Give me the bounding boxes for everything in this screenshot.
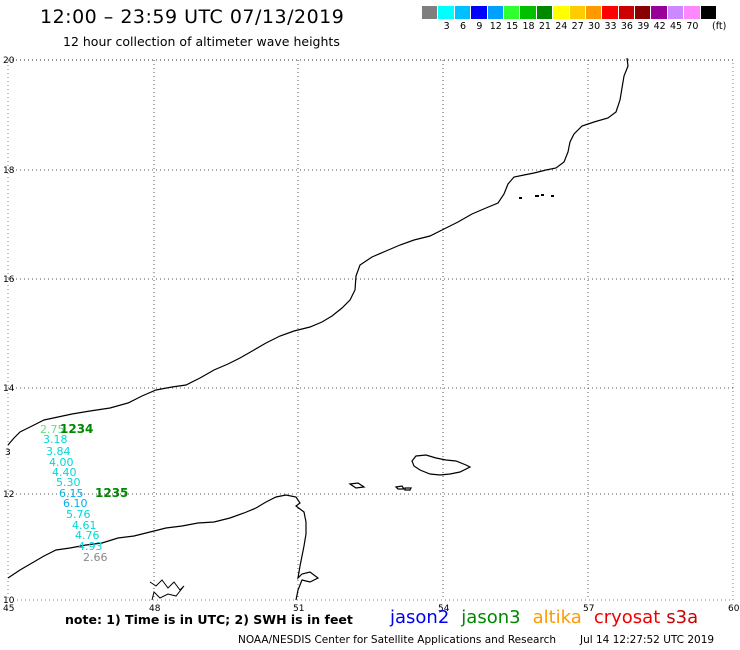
- map-title: 12:00 – 23:59 UTC 07/13/2019: [40, 6, 345, 28]
- socotra-islets: [348, 482, 412, 491]
- lat-label: 12: [3, 490, 14, 500]
- legend-label: 42: [653, 21, 666, 32]
- swh-value: 6.15: [59, 487, 84, 500]
- satellite-jason3: jason3: [461, 607, 521, 628]
- swh-value: 4.00: [49, 456, 74, 469]
- lon-label: 57: [583, 604, 594, 614]
- footer-note: note: 1) Time is in UTC; 2) SWH is in fe…: [65, 612, 353, 627]
- legend-label: 21: [538, 21, 551, 32]
- lon-label: 60: [728, 604, 740, 614]
- satellite-jason2: jason2: [390, 607, 450, 628]
- generation-timestamp: Jul 14 12:27:52 UTC 2019: [580, 634, 715, 646]
- legend-swatch: [651, 6, 668, 19]
- legend-label: 36: [620, 21, 633, 32]
- legend-swatch: [422, 6, 439, 19]
- color-legend: [422, 6, 718, 19]
- track-label-1235: 1235: [95, 486, 128, 500]
- legend-label: 39: [637, 21, 650, 32]
- swh-value: 5.76: [66, 508, 91, 521]
- legend-swatch: [438, 6, 455, 19]
- legend-swatch: [503, 6, 521, 19]
- swh-value: 3.84: [46, 445, 71, 458]
- swh-value: 4.61: [72, 519, 97, 532]
- legend-label: 9: [476, 21, 483, 32]
- legend-swatch: [667, 6, 685, 19]
- yemen-oman-coastline: [7, 57, 629, 446]
- legend-swatch: [471, 6, 488, 19]
- legend-swatch: [684, 6, 701, 19]
- legend-label: 15: [506, 21, 519, 32]
- somalia-coastline: [7, 494, 320, 601]
- observation-labels: 2.753.183.844.004.405.306.156.105.764.61…: [40, 423, 108, 564]
- legend-swatch: [585, 6, 603, 19]
- socotra-island: [411, 454, 472, 476]
- swh-value: 5.30: [56, 476, 81, 489]
- legend-label: 70: [686, 21, 699, 32]
- legend-swatch: [700, 6, 718, 19]
- legend-swatch: [536, 6, 554, 19]
- legend-label: 18: [522, 21, 535, 32]
- lat-label: 14: [3, 384, 15, 394]
- legend-swatch: [454, 6, 472, 19]
- swh-value: 4.40: [52, 466, 77, 479]
- legend-unit: (ft): [712, 21, 727, 32]
- map-subtitle: 12 hour collection of altimeter wave hei…: [63, 34, 340, 49]
- lat-label: 10: [3, 596, 15, 606]
- legend-swatch: [569, 6, 586, 19]
- lat-label: 20: [3, 56, 15, 66]
- legend-label: 24: [555, 21, 568, 32]
- extra-lat-label: 3: [5, 448, 11, 458]
- legend-label: 12: [489, 21, 502, 32]
- lon-label: 48: [149, 604, 161, 614]
- lon-label: 54: [438, 604, 450, 614]
- legend-label: 3: [443, 21, 450, 32]
- track-label-1234: 1234: [60, 422, 93, 436]
- legend-label: 45: [670, 21, 683, 32]
- lat-label: 18: [3, 166, 15, 176]
- lat-label: 16: [3, 275, 15, 285]
- legend-swatch: [520, 6, 537, 19]
- legend-swatch: [487, 6, 504, 19]
- swh-value: 2.75: [40, 423, 65, 436]
- legend-swatch: [635, 6, 652, 19]
- lon-label: 45: [3, 604, 14, 614]
- map-frame: [7, 59, 734, 601]
- legend-swatch: [618, 6, 636, 19]
- color-legend-labels: 3 6 9 12 15 18 21 24 27 30 33 36 39 42 45 70: [422, 21, 717, 32]
- legend-swatch: [553, 6, 570, 19]
- longitude-labels: 45 48 51 54 57 60: [3, 604, 740, 614]
- legend-label: 6: [459, 21, 466, 32]
- swh-value: 2.66: [83, 551, 108, 564]
- latitude-labels: 20 18 16 14 12 10: [3, 56, 15, 606]
- swh-value: 4.93: [78, 540, 103, 553]
- credit-text: NOAA/NESDIS Center for Satellite Applica…: [238, 634, 556, 646]
- satellite-altika: altika: [532, 607, 582, 628]
- lon-label: 51: [293, 604, 304, 614]
- swh-value: 6.10: [63, 497, 88, 510]
- swh-value: 4.76: [75, 529, 100, 542]
- kuria-muria-islands: [519, 194, 554, 199]
- map-grid: [8, 59, 733, 600]
- legend-swatch: [602, 6, 619, 19]
- legend-label: 30: [588, 21, 601, 32]
- satellite-legend: jason2 jason3 altika cryosat s3a: [390, 607, 710, 628]
- satellite-cryosat: cryosat: [593, 607, 661, 628]
- legend-label: 27: [571, 21, 584, 32]
- swh-value: 3.18: [43, 433, 68, 446]
- somali-coast-inlet: [149, 579, 185, 601]
- satellite-s3a: s3a: [666, 607, 699, 628]
- legend-label: 33: [604, 21, 617, 32]
